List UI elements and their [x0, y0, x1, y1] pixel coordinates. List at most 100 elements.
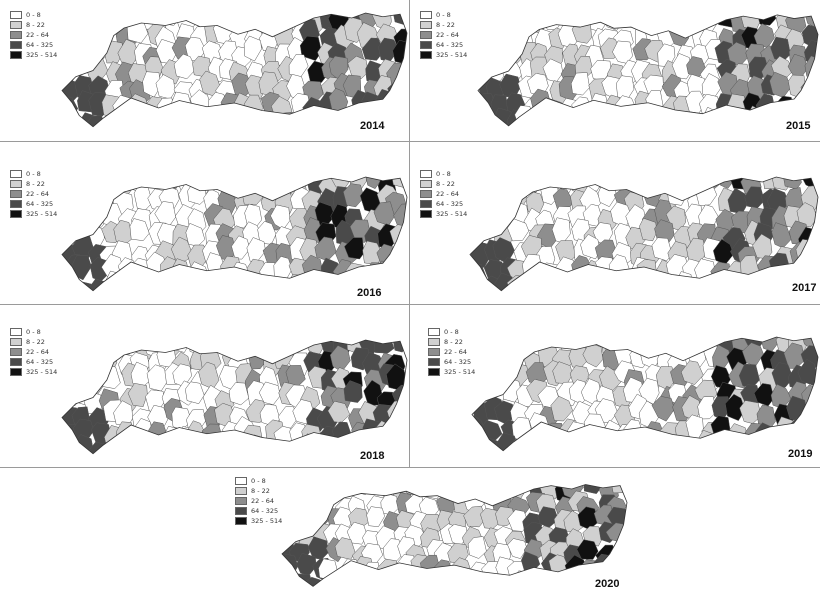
map-panel-2014: 0 - 8 8 - 22 22 - 64 64 - 325 325 - 514 … [0, 0, 409, 141]
municipality-region [729, 113, 750, 126]
municipality-region [243, 35, 262, 62]
municipality-region [310, 505, 332, 525]
municipality-region [513, 570, 532, 587]
municipality-region [73, 340, 95, 353]
municipality-region [62, 206, 77, 233]
municipality-region [493, 272, 515, 291]
municipality-region [689, 113, 710, 126]
legend-swatch [10, 348, 22, 356]
municipality-region [559, 113, 580, 126]
municipality-region [555, 439, 575, 451]
legend-item: 22 - 64 [420, 30, 467, 40]
legend-item: 64 - 325 [420, 199, 467, 209]
legend-item: 22 - 64 [10, 189, 57, 199]
legend-item: 22 - 64 [428, 347, 475, 357]
municipality-region [90, 346, 111, 371]
municipality-region [201, 423, 223, 448]
legend-item: 22 - 64 [10, 30, 57, 40]
municipality-region [127, 383, 148, 407]
municipality-region [331, 438, 352, 454]
municipality-region [575, 437, 594, 451]
year-label: 2019 [788, 448, 813, 460]
municipality-region [62, 274, 77, 291]
legend-item: 8 - 22 [10, 179, 57, 189]
municipality-region [217, 437, 238, 454]
state-outline [61, 339, 408, 455]
legend-item: 8 - 22 [10, 337, 57, 347]
municipality-region [241, 182, 264, 205]
legend-swatch [428, 328, 440, 336]
municipality-region [584, 272, 604, 291]
legend-item: 0 - 8 [428, 327, 475, 337]
municipality-region [478, 14, 491, 33]
municipality-region [697, 429, 719, 451]
municipality-region [62, 350, 79, 373]
municipality-region [641, 278, 663, 291]
municipality-region [699, 177, 721, 192]
municipality-region [230, 110, 251, 127]
municipality-region [301, 433, 322, 454]
municipality-region [334, 575, 356, 587]
municipality-region [662, 14, 683, 35]
legend-item: 8 - 22 [10, 20, 57, 30]
municipality-region [612, 437, 634, 451]
choropleth-map [61, 176, 408, 292]
municipality-region [481, 337, 502, 348]
municipality-region [99, 13, 121, 29]
legend-swatch [10, 180, 22, 188]
municipality-region [246, 13, 267, 27]
choropleth-map [471, 336, 819, 452]
municipality-region [567, 574, 588, 587]
state-outline [469, 176, 819, 292]
municipality-region [121, 113, 142, 127]
municipality-region [482, 484, 504, 497]
municipality-region [174, 441, 195, 454]
municipality-region [612, 116, 635, 126]
municipality-region [185, 274, 207, 291]
municipality-region [62, 369, 80, 393]
municipality-region [796, 202, 818, 228]
municipality-region [299, 35, 322, 61]
municipality-region [585, 436, 605, 451]
municipality-region [146, 113, 167, 127]
municipality-region [75, 210, 96, 233]
municipality-region [806, 95, 818, 121]
municipality-region [672, 438, 693, 451]
choropleth-map [477, 14, 819, 127]
municipality-region [486, 28, 507, 50]
municipality-region [71, 255, 92, 281]
municipality-region [377, 574, 401, 587]
municipality-region [470, 190, 488, 215]
legend-item: 325 - 514 [10, 367, 57, 377]
municipality-region [262, 340, 283, 354]
municipality-region [70, 353, 94, 378]
municipality-region [335, 484, 357, 495]
municipality-region [624, 337, 646, 352]
municipality-region [73, 26, 96, 53]
municipality-region [350, 484, 370, 495]
row-divider-3 [0, 467, 820, 468]
municipality-region [641, 14, 663, 36]
municipality-region [361, 37, 384, 61]
municipality-region [510, 177, 530, 199]
municipality-region [420, 484, 443, 500]
municipality-region [213, 108, 234, 127]
municipality-region [492, 177, 514, 191]
municipality-region [282, 493, 303, 517]
municipality-region [550, 395, 573, 422]
legend-swatch [10, 31, 22, 39]
municipality-region [482, 199, 503, 224]
municipality-region [667, 181, 687, 206]
municipality-region [62, 340, 81, 353]
legend-item: 8 - 22 [235, 486, 282, 496]
municipality-region [521, 572, 542, 587]
municipality-region [507, 218, 530, 242]
municipality-region [354, 573, 375, 587]
municipality-region [686, 438, 707, 451]
municipality-region [187, 13, 206, 23]
legend-swatch [428, 348, 440, 356]
municipality-region [493, 576, 515, 587]
year-label: 2016 [357, 287, 382, 299]
municipality-region [540, 484, 561, 500]
municipality-region [145, 277, 167, 291]
